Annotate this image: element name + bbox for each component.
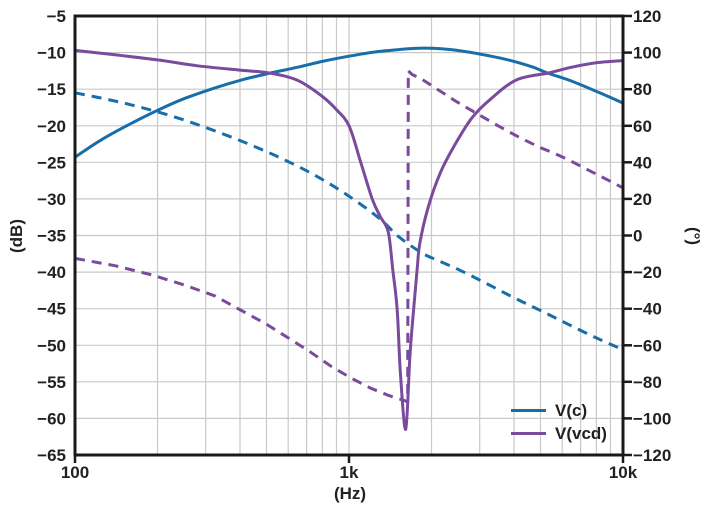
y-right-tick-label: −100 [633,409,671,428]
y-right-tick-label: −60 [633,336,662,355]
y-axis-right-unit-label: (°) [684,226,703,246]
y-left-tick-label: −10 [37,44,66,63]
series-line-v-c-phase [74,91,624,352]
y-left-tick-label: −60 [37,409,66,428]
y-left-tick-label: −30 [37,190,66,209]
y-right-tick-label: 80 [633,80,652,99]
y-left-tick-label: −55 [37,373,66,392]
y-left-tick-label: −20 [37,117,66,136]
series-lines [74,46,624,431]
y-left-tick-label: −45 [37,300,66,319]
axis-tick-labels: −5 −10 −15 −20 −25 −30 −35 −40 −45 −50 −55 −60 −65 12… [37,7,671,482]
y-right-tick-label: −20 [633,263,662,282]
series-line-v-vcd-magnitude [74,48,624,431]
y-left-tick-label: −35 [37,227,66,246]
legend-entry-vcd: V(vcd) [511,424,607,442]
y-left-tick-label: −15 [37,80,66,99]
y-right-tick-label: 20 [633,190,652,209]
y-right-tick-label: 100 [633,44,661,63]
y-right-tick-label: 120 [633,7,661,26]
y-left-tick-label: −40 [37,263,66,282]
y-right-tick-label: 60 [633,117,652,136]
y-left-tick-label: −50 [37,336,66,355]
legend: V(c) V(vcd) [511,401,607,442]
y-left-tick-label: −65 [37,446,66,465]
x-tick-label: 1k [340,463,359,482]
legend-line-vc-swatch [511,408,546,412]
y-right-tick-label: −120 [633,446,671,465]
legend-label-vcd: V(vcd) [555,423,607,443]
x-tick-label: 100 [61,463,89,482]
y-left-tick-label: −25 [37,153,66,172]
legend-entry-vc: V(c) [511,401,607,419]
x-tick-label: 10k [609,463,638,482]
series-line-v-c-magnitude [74,46,624,159]
legend-label-vc: V(c) [555,400,588,420]
plot-frame [73,14,625,457]
plot-border [73,14,625,457]
gridlines [75,16,623,455]
y-right-tick-label: −40 [633,300,662,319]
axis-ticks [73,14,632,463]
y-right-tick-label: 40 [633,153,652,172]
y-right-tick-label: 0 [633,227,642,246]
y-right-tick-label: −80 [633,373,662,392]
legend-line-vcd-swatch [511,431,546,435]
y-axis-left-unit-label: (dB) [7,219,26,253]
x-axis-unit-label: (Hz) [333,484,367,503]
y-left-tick-label: −5 [47,7,66,26]
